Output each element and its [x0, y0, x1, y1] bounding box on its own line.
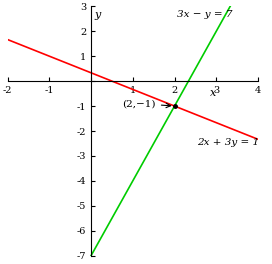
Text: 3x − y = 7: 3x − y = 7 [177, 10, 232, 19]
Text: y: y [94, 10, 101, 20]
Text: 2x + 3y = 1: 2x + 3y = 1 [197, 139, 260, 148]
Text: (2,−1): (2,−1) [122, 99, 171, 108]
Text: x: x [210, 88, 216, 98]
